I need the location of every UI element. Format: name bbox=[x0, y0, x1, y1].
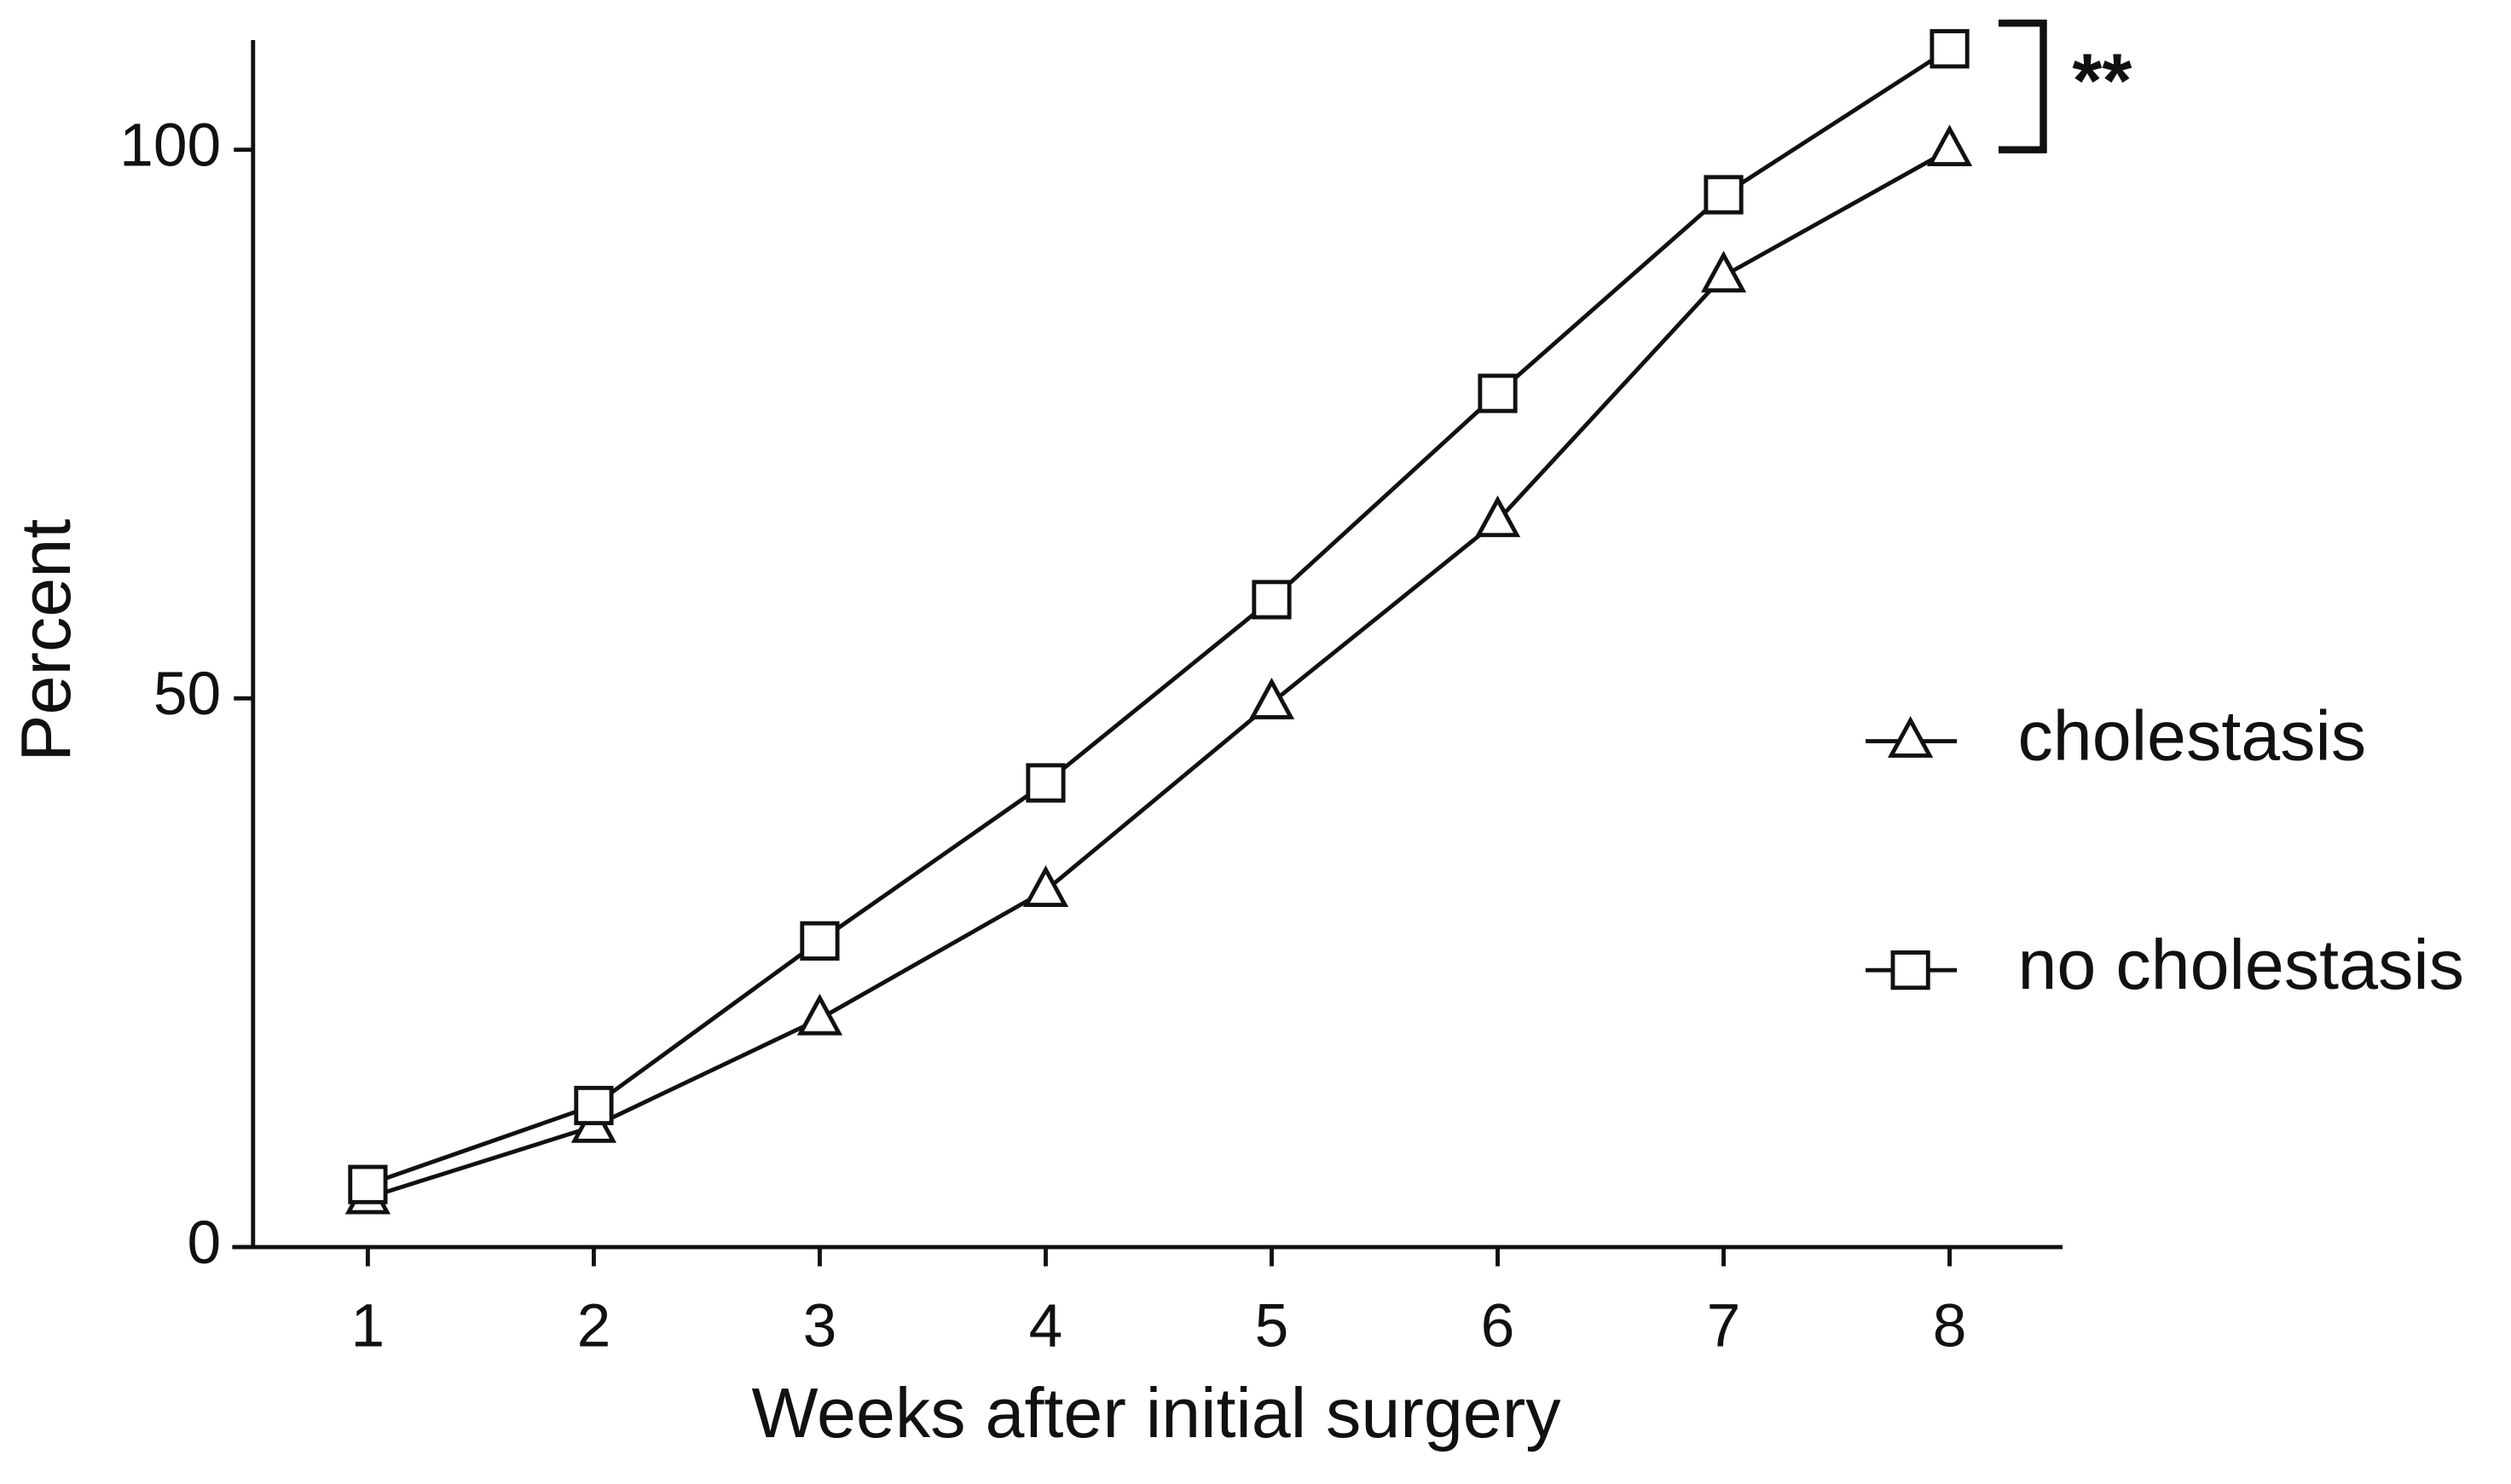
marker bbox=[574, 1085, 614, 1126]
series-line bbox=[367, 47, 1951, 1187]
significance-bracket bbox=[1998, 19, 2047, 153]
marker bbox=[1252, 580, 1292, 620]
marker bbox=[1890, 950, 1930, 990]
marker bbox=[348, 1164, 388, 1204]
marker bbox=[1930, 29, 1970, 69]
marker bbox=[1700, 251, 1747, 293]
x-tick-label: 1 bbox=[351, 1292, 385, 1360]
x-tick-label: 2 bbox=[577, 1292, 611, 1360]
marker bbox=[1474, 495, 1521, 538]
legend-label: cholestasis bbox=[2017, 696, 2366, 775]
x-tick-label: 5 bbox=[1255, 1292, 1289, 1360]
marker bbox=[1478, 373, 1518, 413]
series-line bbox=[367, 147, 1951, 1200]
marker bbox=[1926, 124, 1973, 167]
marker bbox=[800, 921, 840, 961]
x-tick-label: 6 bbox=[1481, 1292, 1515, 1360]
y-tick-label: 100 bbox=[119, 112, 221, 180]
marker bbox=[1022, 865, 1069, 907]
x-tick-label: 7 bbox=[1707, 1292, 1741, 1360]
x-tick-label: 4 bbox=[1029, 1292, 1063, 1360]
x-axis-label: Weeks after initial surgery bbox=[752, 1373, 1562, 1452]
x-tick-label: 3 bbox=[803, 1292, 837, 1360]
marker bbox=[796, 993, 843, 1036]
marker bbox=[1704, 175, 1744, 215]
legend-label: no cholestasis bbox=[2017, 925, 2464, 1004]
significance-label: ** bbox=[2072, 38, 2132, 124]
y-tick-label: 50 bbox=[153, 660, 221, 728]
marker bbox=[1248, 677, 1295, 719]
y-axis-label: Percent bbox=[6, 519, 85, 762]
marker bbox=[1887, 716, 1934, 758]
x-tick-label: 8 bbox=[1933, 1292, 1967, 1360]
marker bbox=[1026, 763, 1066, 803]
y-tick-label: 0 bbox=[188, 1209, 222, 1277]
